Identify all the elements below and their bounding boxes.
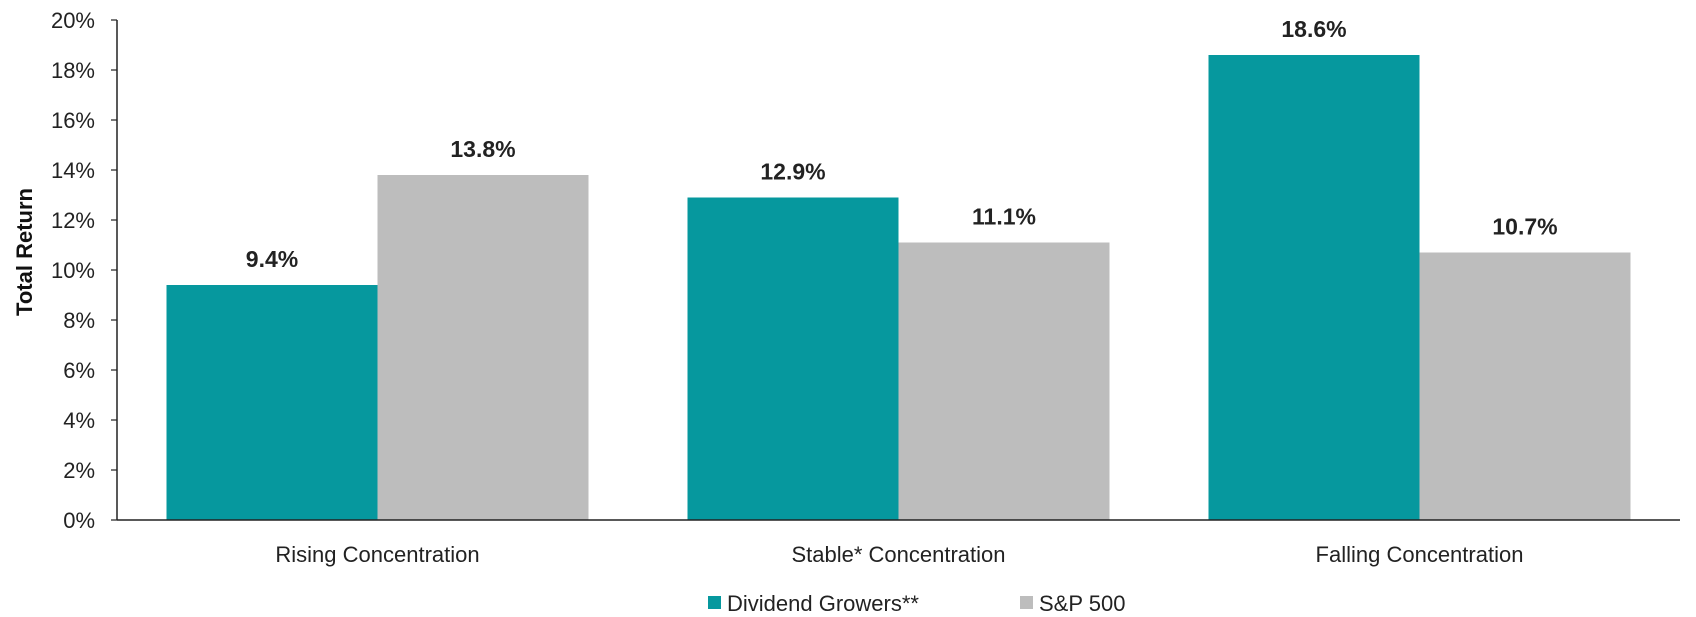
y-axis-ticks: 0% 2% 4% 6% 8% 10% 12% 14% 16% 18% 20%: [51, 8, 117, 533]
bar-sp500-1: [377, 175, 589, 520]
y-tick-label: 14%: [51, 158, 95, 183]
category-label: Stable* Concentration: [791, 542, 1005, 567]
y-tick-label: 4%: [63, 408, 95, 433]
legend-label: Dividend Growers**: [727, 591, 919, 616]
legend-label: S&P 500: [1039, 591, 1125, 616]
bar-sp500-3: [1419, 252, 1631, 520]
bars-group: [166, 55, 1631, 520]
legend-swatch: [1020, 596, 1033, 609]
y-tick-label: 16%: [51, 108, 95, 133]
data-label: 10.7%: [1492, 214, 1557, 240]
data-label: 18.6%: [1281, 16, 1346, 42]
data-labels-group: 9.4% 13.8% 12.9% 11.1% 18.6% 10.7%: [246, 16, 1558, 272]
y-tick-label: 20%: [51, 8, 95, 33]
data-label: 9.4%: [246, 246, 298, 272]
category-label: Rising Concentration: [275, 542, 479, 567]
y-tick-label: 18%: [51, 58, 95, 83]
category-label: Falling Concentration: [1316, 542, 1524, 567]
y-tick-label: 2%: [63, 458, 95, 483]
bar-dividend-growers-3: [1208, 55, 1420, 520]
y-axis-title: Total Return: [12, 188, 37, 316]
y-tick-label: 0%: [63, 508, 95, 533]
data-label: 12.9%: [760, 159, 825, 185]
data-label: 13.8%: [450, 136, 515, 162]
bar-dividend-growers-2: [687, 197, 899, 520]
y-tick-label: 6%: [63, 358, 95, 383]
bar-dividend-growers-1: [166, 285, 378, 520]
y-tick-label: 12%: [51, 208, 95, 233]
legend-swatch: [708, 596, 721, 609]
y-tick-label: 8%: [63, 308, 95, 333]
data-label: 11.1%: [972, 204, 1036, 230]
category-labels-group: Rising Concentration Stable* Concentratio…: [275, 542, 1523, 567]
bar-sp500-2: [898, 242, 1110, 520]
y-tick-label: 10%: [51, 258, 95, 283]
legend: Dividend Growers** S&P 500: [708, 591, 1125, 616]
